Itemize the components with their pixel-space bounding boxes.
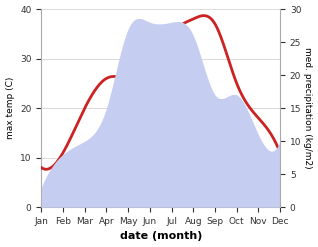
Y-axis label: med. precipitation (kg/m2): med. precipitation (kg/m2) xyxy=(303,47,313,169)
X-axis label: date (month): date (month) xyxy=(120,231,202,242)
Y-axis label: max temp (C): max temp (C) xyxy=(5,77,15,139)
